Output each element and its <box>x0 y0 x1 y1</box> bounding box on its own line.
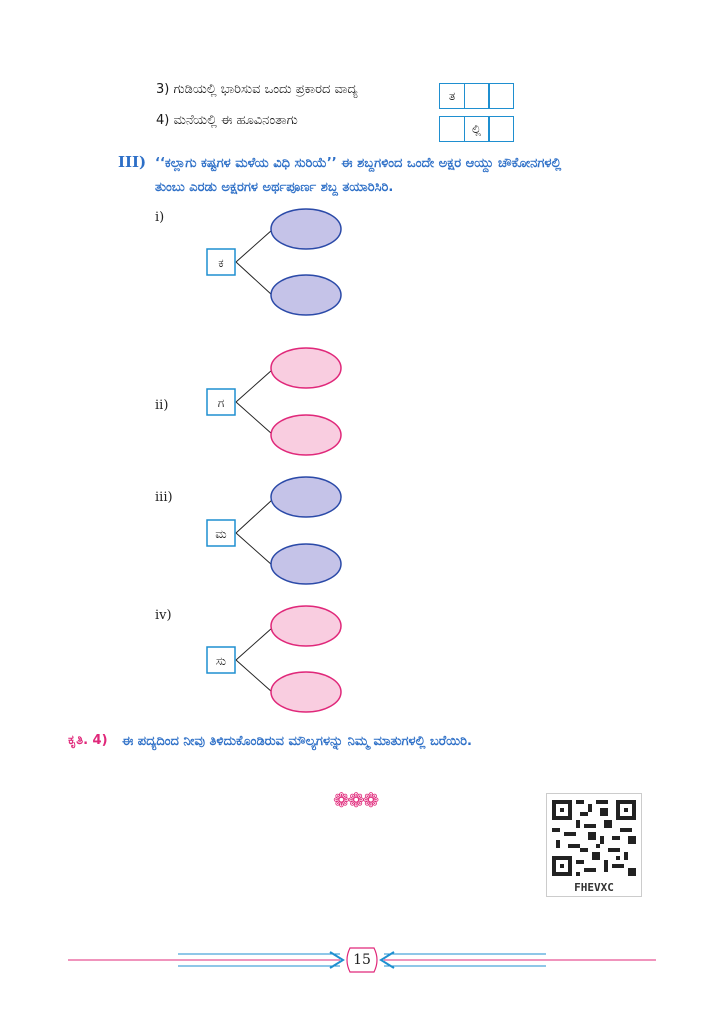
branch-line <box>235 627 273 661</box>
letter-box <box>206 519 236 547</box>
question-4-text: 4) ಮನೆಯಲ್ಲಿ ಈ ಹೂವಿನಂತಾಗು <box>156 113 298 128</box>
answer-grid-q4: ಲ್ಲಿ <box>439 116 514 142</box>
branch-line <box>235 532 273 566</box>
question-3-text: 3) ಗುಡಿಯಲ್ಲಿ ಭಾರಿಸುವ ಒಂದು ಪ್ರಕಾರದ ವಾದ್ಯ <box>156 82 358 97</box>
grid-cell[interactable] <box>488 83 514 109</box>
letter-box <box>206 388 236 416</box>
branch-diagram-1: ಕ <box>206 208 342 316</box>
section-instruction-line-2: ತುಂಬು ಎರಡು ಅಕ್ಷರಗಳ ಅರ್ಥಪೂರ್ಣ ಶಬ್ದ ತಯಾರಿಸ… <box>155 180 394 195</box>
footer-rule <box>68 947 656 973</box>
branch-line <box>235 369 273 403</box>
page-number: 15 <box>353 952 371 968</box>
answer-oval <box>270 671 342 713</box>
section-number: III) <box>118 153 147 171</box>
answer-oval <box>270 274 342 316</box>
activity-instruction: ಈ ಪದ್ಯದಿಂದ ನೀವು ತಿಳಿದುಕೊಂಡಿರುವ ಮೌಲ್ಯಗಳನ್… <box>122 734 472 749</box>
activity-label: ಕೃತಿ. 4) <box>68 733 108 748</box>
qr-code-icon <box>548 796 640 880</box>
answer-oval <box>270 208 342 250</box>
grid-cell[interactable]: ಲ್ಲಿ <box>463 116 490 142</box>
branch-line <box>235 499 273 534</box>
letter-text: ಗ <box>218 396 225 410</box>
item-label: iv) <box>155 608 172 623</box>
grid-cell[interactable] <box>488 116 514 142</box>
letter-box <box>206 646 236 674</box>
letter-text: ಸು <box>216 654 226 668</box>
grid-cell[interactable]: ತ <box>439 83 465 109</box>
item-label: ii) <box>155 398 169 413</box>
branch-line <box>235 229 273 263</box>
qr-code[interactable]: FHEVXC <box>546 793 642 897</box>
section-instruction-line-1: ‘‘ಕಲ್ಲಾಗು ಕಷ್ಟಗಳ ಮಳೆಯ ವಿಧಿ ಸುರಿಯೆ’’ ಈ ಶಬ… <box>155 156 562 171</box>
grid-cell[interactable] <box>439 116 465 142</box>
answer-grid-q3: ತ <box>439 83 514 109</box>
branch-line <box>235 659 273 693</box>
branch-diagram-2: ಗ <box>206 347 342 456</box>
branch-diagram-4: ಸು <box>206 605 342 713</box>
item-label: iii) <box>155 490 173 505</box>
ornament-icon: ❁❁❁ <box>333 788 379 812</box>
letter-box <box>206 248 236 276</box>
branch-line <box>235 261 273 296</box>
qr-code-label: FHEVXC <box>574 881 614 894</box>
branch-diagram-3: ಮ <box>206 476 342 585</box>
branch-line <box>235 401 273 435</box>
answer-oval <box>270 347 342 389</box>
answer-oval <box>270 605 342 647</box>
grid-cell[interactable] <box>463 83 490 109</box>
answer-oval <box>270 476 342 518</box>
answer-oval <box>270 543 342 585</box>
letter-text: ಮ <box>215 527 226 541</box>
item-label: i) <box>155 210 165 225</box>
answer-oval <box>270 414 342 456</box>
letter-text: ಕ <box>218 256 223 270</box>
